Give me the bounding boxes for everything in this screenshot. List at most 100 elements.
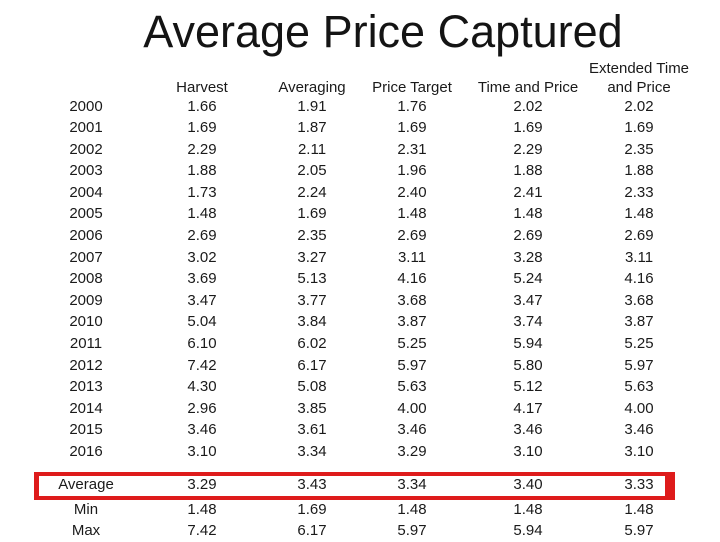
value-cell: 5.80 — [513, 356, 543, 374]
value-cell: 5.08 — [297, 378, 327, 396]
value-cell: 3.10 — [624, 443, 654, 460]
value-cell: 3.47 — [513, 291, 543, 309]
value-cell: 1.96 — [397, 162, 427, 180]
row-label-cell: 2006 — [69, 227, 103, 245]
value-cell: 2.11 — [297, 140, 327, 158]
value-cell: 1.69 — [187, 119, 217, 137]
column-header-line: Extended Time — [588, 60, 690, 77]
column-header-line: Price Target — [372, 79, 452, 96]
value-cell: 3.10 — [513, 443, 543, 460]
value-cell: 4.16 — [397, 270, 427, 288]
value-cell: 3.34 — [297, 443, 327, 460]
value-cell: 3.27 — [297, 248, 327, 266]
value-cell: 3.33 — [624, 476, 654, 493]
value-cell: 1.88 — [513, 162, 543, 180]
value-cell: 2.02 — [624, 97, 654, 115]
column-header-price-target: Price Target — [356, 78, 468, 97]
year-row-2002: 2002 2.29 2.11 2.31 2.29 2.35 — [36, 139, 690, 161]
value-cell: 4.16 — [624, 270, 654, 288]
value-cell: 1.66 — [187, 97, 217, 115]
value-cell: 4.17 — [513, 399, 543, 417]
average-row-highlight-box — [34, 472, 675, 500]
column-header-extended-time-and-price: Extended Time and Price — [588, 59, 690, 97]
value-cell: 3.34 — [397, 476, 427, 493]
row-label-cell: Min — [73, 500, 99, 518]
value-cell: 3.46 — [624, 421, 654, 439]
row-label-cell: Max — [71, 522, 101, 540]
value-cell: 3.43 — [297, 476, 327, 493]
slide-title: Average Price Captured — [143, 6, 623, 57]
column-header-line: Time and Price — [477, 79, 579, 96]
row-label-cell: 2002 — [69, 140, 103, 158]
value-cell: 1.69 — [513, 119, 543, 137]
value-cell: 3.77 — [297, 291, 327, 309]
value-cell: 1.48 — [624, 500, 654, 518]
year-row-2016: 2016 3.10 3.34 3.29 3.10 3.10 — [36, 441, 690, 463]
value-cell: 2.40 — [397, 183, 427, 201]
row-label-cell: 2009 — [69, 291, 103, 309]
value-cell: 5.94 — [513, 522, 543, 540]
value-cell: 3.46 — [513, 421, 543, 439]
value-cell: 5.24 — [513, 270, 543, 288]
year-row-2009: 2009 3.47 3.77 3.68 3.47 3.68 — [36, 290, 690, 312]
column-header-time-and-price: Time and Price — [468, 78, 588, 97]
value-cell: 1.91 — [297, 97, 327, 115]
value-cell: 1.73 — [187, 183, 217, 201]
row-label-cell: 2008 — [69, 270, 103, 288]
value-cell: 3.46 — [397, 421, 427, 439]
value-cell: 1.48 — [513, 205, 543, 223]
row-label-cell: 2003 — [69, 162, 103, 180]
value-cell: 5.97 — [624, 356, 654, 374]
value-cell: 5.63 — [624, 378, 654, 396]
value-cell: 3.29 — [397, 443, 427, 460]
row-label-cell: 2007 — [69, 248, 103, 266]
value-cell: 2.05 — [297, 162, 327, 180]
value-cell: 2.31 — [397, 140, 427, 158]
value-cell: 1.48 — [187, 205, 217, 223]
value-cell: 3.69 — [187, 270, 217, 288]
column-header-averaging: Averaging — [268, 78, 356, 97]
value-cell: 5.25 — [624, 335, 654, 353]
year-row-2011: 2011 6.10 6.02 5.25 5.94 5.25 — [36, 333, 690, 355]
value-cell: 5.63 — [397, 378, 427, 396]
year-row-2001: 2001 1.69 1.87 1.69 1.69 1.69 — [36, 117, 690, 139]
value-cell: 1.69 — [297, 500, 327, 518]
value-cell: 1.69 — [397, 119, 427, 137]
value-cell: 2.33 — [624, 183, 654, 201]
year-row-2012: 2012 7.42 6.17 5.97 5.80 5.97 — [36, 355, 690, 377]
table-header-row: Harvest Averaging Price Target Time and Pri… — [36, 59, 690, 97]
value-cell: 3.47 — [187, 291, 217, 309]
value-cell: 2.69 — [624, 227, 654, 245]
value-cell: 7.42 — [187, 522, 217, 540]
value-cell: 2.29 — [187, 140, 217, 158]
value-cell: 3.28 — [513, 248, 543, 266]
value-cell: 3.40 — [513, 476, 543, 493]
value-cell: 3.02 — [187, 248, 217, 266]
value-cell: 3.11 — [624, 248, 654, 266]
value-cell: 2.02 — [513, 97, 543, 115]
value-cell: 3.84 — [297, 313, 327, 331]
value-cell: 5.12 — [513, 378, 543, 396]
value-cell: 2.69 — [187, 227, 217, 245]
year-row-2013: 2013 4.30 5.08 5.63 5.12 5.63 — [36, 376, 690, 398]
value-cell: 6.02 — [297, 335, 327, 353]
value-cell: 3.87 — [397, 313, 427, 331]
value-cell: 4.30 — [187, 378, 217, 396]
year-row-2015: 2015 3.46 3.61 3.46 3.46 3.46 — [36, 419, 690, 441]
value-cell: 2.69 — [513, 227, 543, 245]
row-label-cell: 2000 — [69, 97, 103, 115]
year-row-2006: 2006 2.69 2.35 2.69 2.69 2.69 — [36, 225, 690, 247]
value-cell: 5.13 — [297, 270, 327, 288]
row-label-cell: 2004 — [69, 183, 103, 201]
value-cell: 2.29 — [513, 140, 543, 158]
value-cell: 2.35 — [624, 140, 654, 158]
year-row-2014: 2014 2.96 3.85 4.00 4.17 4.00 — [36, 398, 690, 420]
row-label-cell: 2014 — [69, 399, 103, 417]
year-row-2000: 2000 1.66 1.91 1.76 2.02 2.02 — [36, 96, 690, 118]
value-cell: 5.25 — [397, 335, 427, 353]
value-cell: 7.42 — [187, 356, 217, 374]
value-cell: 5.94 — [513, 335, 543, 353]
value-cell: 1.88 — [187, 162, 217, 180]
value-cell: 1.48 — [397, 500, 427, 518]
row-label-cell: 2013 — [69, 378, 103, 396]
